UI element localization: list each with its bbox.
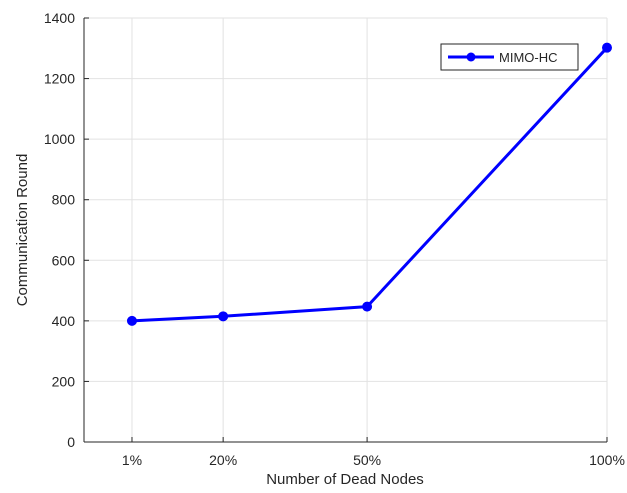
data-point [603, 43, 612, 52]
legend-swatch-marker [467, 53, 476, 62]
y-tick-label: 1200 [44, 71, 75, 87]
y-tick-label: 1000 [44, 131, 75, 147]
x-tick-label: 50% [353, 452, 381, 468]
y-tick-label: 400 [52, 313, 76, 329]
y-axis-label: Communication Round [14, 154, 31, 307]
data-point [219, 312, 228, 321]
x-axis-label: Number of Dead Nodes [266, 471, 424, 488]
y-tick-label: 600 [52, 252, 76, 268]
x-tick-label: 1% [122, 452, 142, 468]
legend: MIMO-HC [441, 44, 578, 70]
data-point [363, 302, 372, 311]
legend-label: MIMO-HC [499, 50, 558, 65]
plot-area [84, 18, 607, 442]
y-tick-label: 800 [52, 192, 76, 208]
y-tick-label: 0 [67, 434, 75, 450]
y-tick-label: 200 [52, 373, 76, 389]
x-tick-label: 20% [209, 452, 237, 468]
data-point [127, 316, 136, 325]
x-tick-label: 100% [589, 452, 625, 468]
y-tick-label: 1400 [44, 10, 75, 26]
